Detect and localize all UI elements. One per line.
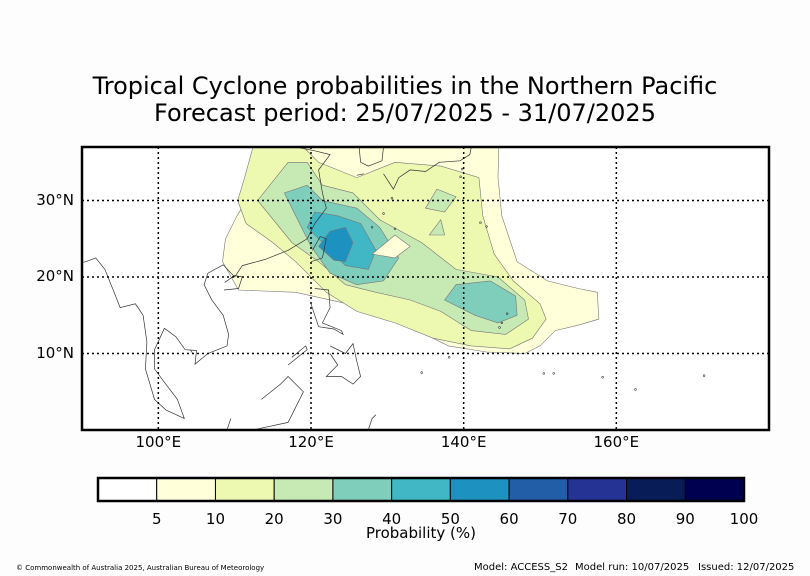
latitude-tick-label: 10°N — [36, 343, 74, 362]
coastlines — [82, 147, 706, 430]
island — [505, 312, 509, 315]
island — [601, 376, 604, 379]
colorbar-tick-label: 5 — [151, 510, 162, 528]
island — [634, 388, 637, 391]
graticule — [82, 147, 769, 430]
island — [459, 175, 462, 179]
island — [500, 321, 504, 325]
island — [447, 356, 451, 359]
colorbar-tick-label: 50 — [440, 510, 460, 528]
chart-title: Tropical Cyclone probabilities in the No… — [92, 72, 718, 100]
model-run-date: Model run: 10/07/2025 — [575, 562, 690, 573]
colorbar-tick-label: 30 — [323, 510, 343, 528]
island — [393, 227, 397, 231]
latitude-tick-label: 20°N — [36, 267, 74, 286]
island — [370, 226, 374, 229]
longitude-tick-label: 100°E — [135, 433, 182, 451]
island — [382, 212, 385, 215]
colorbar-tick-label: 80 — [616, 510, 637, 528]
model-name: Model: ACCESS_S2 — [474, 562, 568, 573]
coastline — [310, 288, 344, 336]
island — [390, 197, 394, 200]
colorbar-tick-label: 70 — [558, 510, 578, 528]
island — [485, 225, 488, 228]
coastline — [367, 414, 377, 430]
contour-30-percent — [444, 280, 518, 324]
chart-subtitle: Forecast period: 25/07/2025 - 31/07/2025 — [154, 99, 656, 127]
colorbar-tick-label: 90 — [675, 510, 695, 528]
coastline — [358, 147, 384, 167]
contour-50-percent — [318, 226, 354, 263]
coastline — [287, 345, 308, 366]
coastline — [226, 376, 304, 430]
latitude-tick-label: 30°N — [36, 190, 74, 209]
issued-date: Issued: 12/07/2025 — [698, 562, 795, 573]
map-frame — [80, 145, 771, 432]
colorbar-tick-label: 100 — [729, 510, 759, 528]
colorbar-label: Probability (%) — [365, 524, 477, 542]
contour-20-percent — [425, 188, 457, 213]
colorbar-tick-label: 60 — [499, 510, 519, 528]
island — [420, 371, 423, 374]
colorbar-tick-label: 20 — [264, 510, 284, 528]
longitude-tick-label: 140°E — [440, 433, 487, 451]
coastline — [310, 236, 327, 263]
island — [702, 374, 706, 377]
island — [552, 372, 555, 375]
longitude-tick-label: 120°E — [288, 433, 334, 451]
contour-5-percent — [371, 234, 411, 259]
colorbar-tick-label: 40 — [382, 510, 402, 528]
coastline — [82, 147, 331, 420]
colorbar-tick-label: 10 — [205, 510, 225, 528]
island — [498, 326, 501, 329]
coastline — [325, 342, 361, 385]
longitude-tick-label: 160°E — [593, 433, 640, 451]
island — [479, 221, 482, 224]
coastline — [356, 173, 364, 176]
island — [460, 167, 464, 171]
coastline — [383, 147, 472, 190]
island — [542, 372, 546, 375]
copyright-notice: © Commonwealth of Australia 2025, Austra… — [16, 564, 265, 572]
contour-20-percent — [428, 219, 445, 236]
